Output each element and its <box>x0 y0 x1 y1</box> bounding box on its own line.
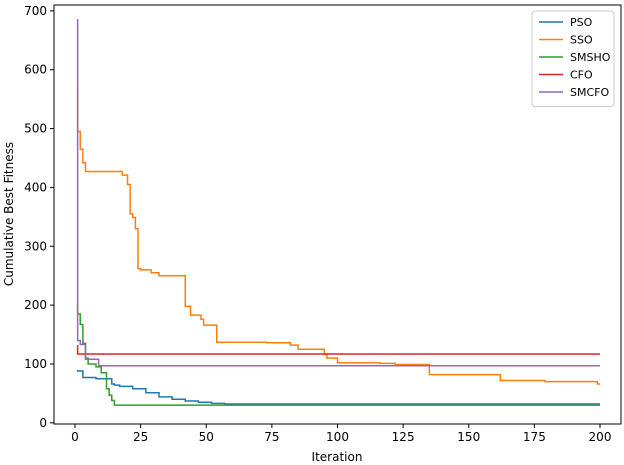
x-axis-ticks: 0 25 50 75 100 125 150 175 200 <box>71 424 611 444</box>
x-tick-label: 25 <box>133 430 148 444</box>
x-tick-label: 75 <box>264 430 279 444</box>
y-tick-label: 200 <box>24 298 47 312</box>
y-tick-label: 700 <box>24 4 47 18</box>
x-axis-label: Iteration <box>312 450 363 464</box>
y-tick-label: 300 <box>24 239 47 253</box>
series-line-sso <box>76 87 600 385</box>
series-line-pso <box>76 369 600 405</box>
legend-label-smsho: SMSHO <box>570 51 611 64</box>
legend-label-smcfo: SMCFO <box>570 86 609 99</box>
y-tick-label: 500 <box>24 122 47 136</box>
x-tick-label: 125 <box>392 430 415 444</box>
y-tick-label: 100 <box>24 357 47 371</box>
y-tick-label: 600 <box>24 63 47 77</box>
series-line-cfo <box>76 345 600 355</box>
x-tick-label: 100 <box>326 430 349 444</box>
x-tick-label: 150 <box>457 430 480 444</box>
legend: PSO SSO SMSHO CFO SMCFO <box>531 10 615 107</box>
x-tick-label: 50 <box>199 430 214 444</box>
y-axis-ticks: 0 100 200 300 400 500 600 700 <box>24 4 54 430</box>
legend-box <box>531 10 615 107</box>
legend-label-sso: SSO <box>570 34 593 47</box>
series-layer <box>76 19 600 406</box>
x-tick-label: 175 <box>523 430 546 444</box>
x-tick-label: 0 <box>71 430 79 444</box>
y-axis-label: Cumulative Best Fitness <box>2 142 16 286</box>
x-tick-label: 200 <box>589 430 612 444</box>
legend-label-pso: PSO <box>570 16 593 29</box>
y-tick-label: 400 <box>24 180 47 194</box>
series-line-smsho <box>76 305 600 406</box>
legend-label-cfo: CFO <box>570 69 593 82</box>
y-tick-label: 0 <box>39 416 47 430</box>
series-line-smcfo <box>76 19 600 367</box>
